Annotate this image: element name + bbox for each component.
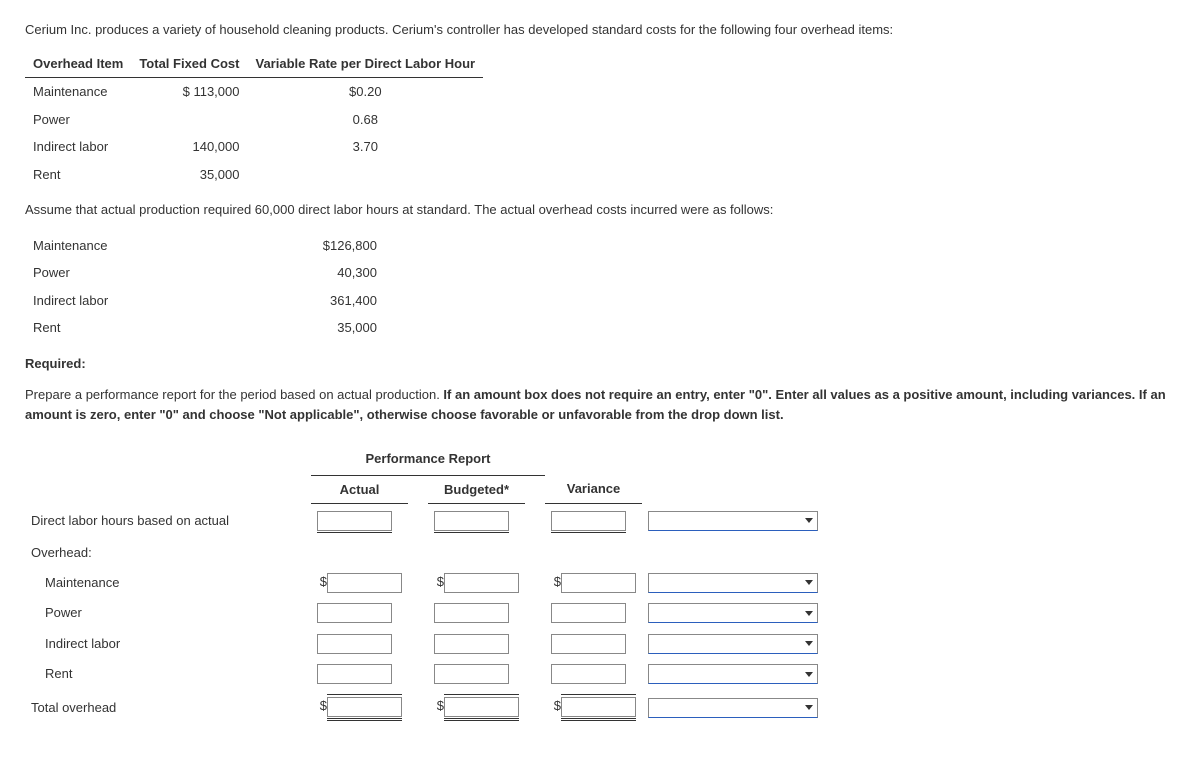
chevron-down-icon [805,705,813,710]
dlh-actual-input[interactable] [317,511,392,531]
chevron-down-icon [805,641,813,646]
total-actual-input[interactable] [327,697,402,717]
row-maintenance: Maintenance $ $ $ [25,567,824,598]
indirect-dropdown[interactable] [648,634,818,654]
power-budgeted-input[interactable] [434,603,509,623]
required-text: Prepare a performance report for the per… [25,385,1175,424]
chevron-down-icon [805,518,813,523]
chevron-down-icon [805,580,813,585]
power-variance-input[interactable] [551,603,626,623]
col-item: Overhead Item [25,50,131,78]
col-fixed: Total Fixed Cost [131,50,247,78]
standards-table: Overhead Item Total Fixed Cost Variable … [25,50,483,189]
intro-text: Cerium Inc. produces a variety of househ… [25,20,1175,40]
row-overhead-label: Overhead: [25,538,824,568]
report-title: Performance Report [311,444,545,475]
total-variance-input[interactable] [561,697,636,717]
table-row: Power 0.68 [25,106,483,134]
rent-dropdown[interactable] [648,664,818,684]
row-dlh: Direct labor hours based on actual [25,504,824,538]
required-label: Required: [25,356,86,371]
chevron-down-icon [805,672,813,677]
col-rate: Variable Rate per Direct Labor Hour [247,50,483,78]
dlh-variance-input[interactable] [551,511,626,531]
dlh-budgeted-input[interactable] [434,511,509,531]
table-row: Maintenance $ 113,000 $0.20 [25,78,483,106]
power-actual-input[interactable] [317,603,392,623]
table-row: Power40,300 [25,259,385,287]
dlh-dropdown[interactable] [648,511,818,531]
row-total: Total overhead $ $ $ [25,689,824,726]
assume-text: Assume that actual production required 6… [25,200,1175,220]
col-variance: Variance [545,475,642,504]
row-rent: Rent [25,659,824,690]
indirect-budgeted-input[interactable] [434,634,509,654]
maint-variance-input[interactable] [561,573,636,593]
table-row: Indirect labor 140,000 3.70 [25,133,483,161]
table-row: Rent 35,000 [25,161,483,189]
table-row: Indirect labor361,400 [25,287,385,315]
rent-actual-input[interactable] [317,664,392,684]
performance-report-table: Performance Report Actual Budgeted* Vari… [25,444,824,726]
maint-dropdown[interactable] [648,573,818,593]
row-power: Power [25,598,824,629]
total-budgeted-input[interactable] [444,697,519,717]
col-budgeted: Budgeted* [428,475,525,504]
row-indirect: Indirect labor [25,628,824,659]
col-actual: Actual [311,475,408,504]
table-row: Rent35,000 [25,314,385,342]
rent-budgeted-input[interactable] [434,664,509,684]
actuals-table: Maintenance$126,800 Power40,300 Indirect… [25,232,385,342]
maint-budgeted-input[interactable] [444,573,519,593]
chevron-down-icon [805,611,813,616]
power-dropdown[interactable] [648,603,818,623]
indirect-variance-input[interactable] [551,634,626,654]
total-dropdown[interactable] [648,698,818,718]
indirect-actual-input[interactable] [317,634,392,654]
table-row: Maintenance$126,800 [25,232,385,260]
rent-variance-input[interactable] [551,664,626,684]
maint-actual-input[interactable] [327,573,402,593]
